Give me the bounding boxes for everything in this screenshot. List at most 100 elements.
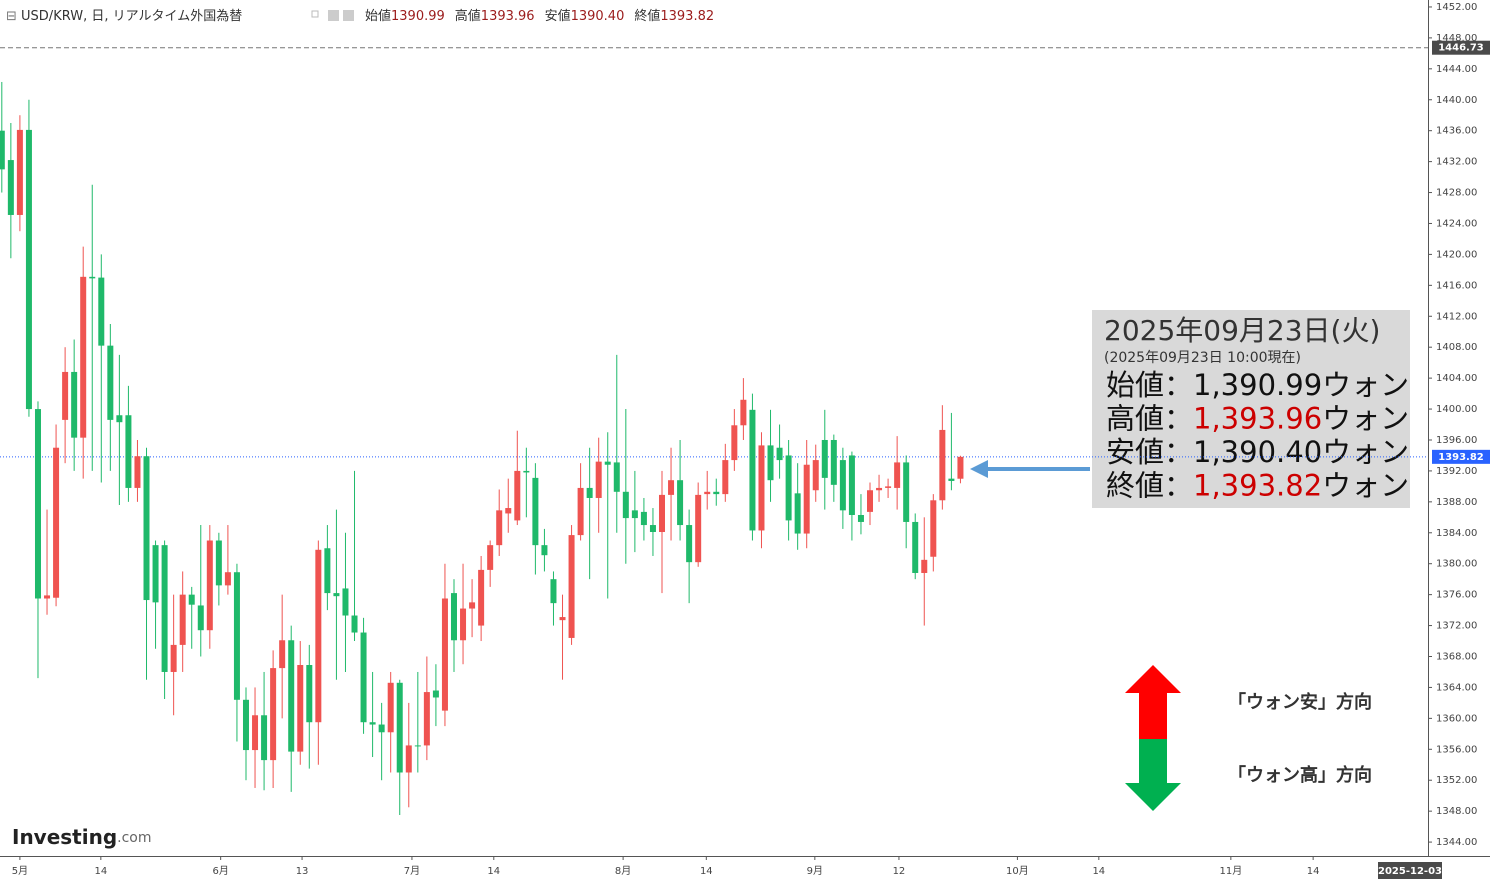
y-tick-label: 1424.00 bbox=[1436, 218, 1477, 229]
candle-body bbox=[921, 559, 928, 573]
candle-body bbox=[713, 491, 720, 495]
x-tick-label: 9月 bbox=[807, 865, 823, 877]
candle-body bbox=[333, 593, 340, 597]
info-value: 1,390.99 bbox=[1193, 368, 1322, 402]
candle-body bbox=[514, 470, 521, 521]
candle-body bbox=[432, 690, 439, 698]
y-tick-label: 1344.00 bbox=[1436, 837, 1477, 848]
candle-body bbox=[252, 715, 259, 751]
info-label: 終値： bbox=[1106, 469, 1193, 503]
last-marker-label: 1393.82 bbox=[1438, 452, 1484, 463]
x-tick-label: 14 bbox=[700, 866, 713, 877]
candle-body bbox=[80, 276, 87, 438]
candle-body bbox=[351, 615, 358, 633]
candle-body bbox=[125, 415, 132, 488]
last-marker-box bbox=[1432, 449, 1490, 464]
info-unit: ウォン bbox=[1322, 435, 1409, 469]
y-tick-label: 1432.00 bbox=[1436, 157, 1477, 168]
candle-body bbox=[613, 462, 620, 492]
icon bbox=[328, 10, 339, 21]
pointer-arrow-head bbox=[970, 460, 988, 478]
candle-body bbox=[948, 478, 955, 481]
candle-body bbox=[342, 588, 349, 616]
down-arrow bbox=[1125, 739, 1181, 811]
candle-body bbox=[279, 640, 286, 669]
candle-body bbox=[532, 477, 539, 546]
candle-body bbox=[668, 480, 675, 495]
candle-body bbox=[487, 545, 494, 570]
candle-body bbox=[297, 665, 304, 752]
y-tick-label: 1352.00 bbox=[1436, 775, 1477, 786]
logo-suffix: .com bbox=[117, 830, 151, 846]
candle-body bbox=[704, 491, 711, 495]
y-tick-label: 1364.00 bbox=[1436, 682, 1477, 693]
y-tick-label: 1448.00 bbox=[1436, 33, 1477, 44]
candle-body bbox=[396, 682, 403, 773]
candle-body bbox=[360, 632, 367, 723]
candle-body bbox=[839, 460, 846, 511]
x-tick-label: 7月 bbox=[404, 865, 420, 877]
x-tick-label: 14 bbox=[487, 866, 500, 877]
candle-body bbox=[152, 545, 159, 603]
candle-body bbox=[649, 525, 656, 533]
y-tick-label: 1396.00 bbox=[1436, 435, 1477, 446]
candle-body bbox=[622, 491, 629, 519]
candle-body bbox=[414, 745, 421, 747]
header-label: 始値 bbox=[365, 8, 391, 24]
candle-body bbox=[939, 429, 946, 501]
info-row: 安値：1,390.40ウォン bbox=[1106, 435, 1409, 469]
candle-body bbox=[731, 425, 738, 461]
candle-body bbox=[541, 545, 548, 556]
header-label: 高値 bbox=[455, 8, 481, 24]
candle-body bbox=[640, 511, 647, 526]
candle-body bbox=[288, 640, 295, 752]
candle-body bbox=[143, 456, 150, 601]
candle-body bbox=[315, 549, 322, 723]
candle-body bbox=[903, 462, 910, 522]
candle-body bbox=[559, 617, 566, 621]
candle-body bbox=[686, 525, 693, 563]
candle-body bbox=[505, 508, 512, 514]
strong-won-label: 「ウォン高」方向 bbox=[1228, 764, 1372, 786]
info-label: 安値： bbox=[1106, 435, 1193, 469]
info-value: 1,393.82 bbox=[1193, 469, 1322, 503]
candle-body bbox=[378, 724, 385, 733]
candle-body bbox=[595, 461, 602, 498]
candle-body bbox=[749, 409, 756, 531]
candle-body bbox=[568, 535, 575, 638]
info-box bbox=[1092, 310, 1410, 508]
info-date: 2025年09月23日(火) bbox=[1104, 314, 1380, 347]
candle-body bbox=[722, 460, 729, 495]
y-tick-label: 1388.00 bbox=[1436, 497, 1477, 508]
candle-body bbox=[740, 399, 747, 426]
candle-body bbox=[496, 510, 503, 546]
info-row: 高値：1,393.96ウォン bbox=[1106, 402, 1409, 436]
icon bbox=[311, 10, 319, 18]
y-tick-label: 1380.00 bbox=[1436, 559, 1477, 570]
candle-body bbox=[270, 668, 277, 761]
candle-body bbox=[16, 129, 23, 215]
header-ohlc: 始値1390.99 高値1393.96 安値1390.40 終値1393.82 bbox=[365, 8, 714, 24]
y-tick-label: 1376.00 bbox=[1436, 590, 1477, 601]
header-label: 終値 bbox=[634, 8, 660, 24]
candle-body bbox=[170, 644, 177, 672]
y-tick-label: 1452.00 bbox=[1436, 2, 1477, 13]
candle-body bbox=[242, 699, 249, 751]
y-tick-label: 1348.00 bbox=[1436, 806, 1477, 817]
candle-body bbox=[478, 569, 485, 626]
candle-body bbox=[161, 545, 168, 672]
candle-body bbox=[369, 722, 376, 725]
header-value: 1393.96 bbox=[481, 9, 535, 24]
candle-body bbox=[876, 487, 883, 491]
candle-body bbox=[107, 345, 114, 420]
y-tick-label: 1384.00 bbox=[1436, 528, 1477, 539]
y-tick-label: 1392.00 bbox=[1436, 466, 1477, 477]
candle-body bbox=[577, 487, 584, 536]
up-arrow bbox=[1125, 665, 1181, 739]
x-tick-label: 11月 bbox=[1219, 865, 1242, 877]
candle-body bbox=[116, 415, 123, 423]
candle-body bbox=[550, 579, 557, 604]
info-unit: ウォン bbox=[1322, 368, 1409, 402]
candle-body bbox=[631, 510, 638, 519]
logo: Investing.com bbox=[12, 825, 152, 849]
